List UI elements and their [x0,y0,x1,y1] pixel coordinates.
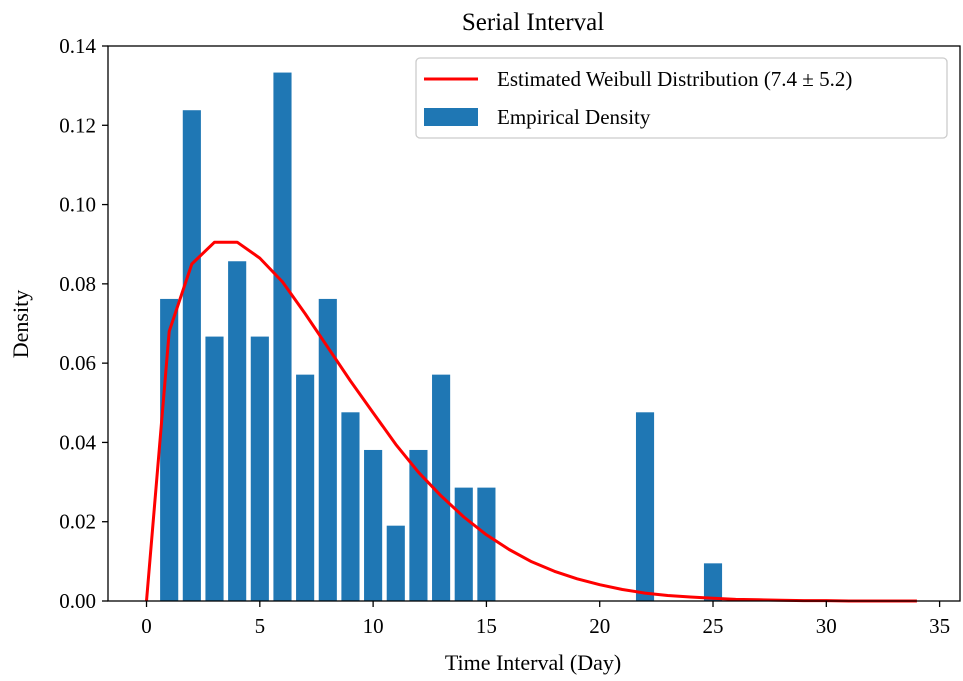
bar-day-6 [273,72,292,601]
bar-day-8 [318,298,337,601]
x-tick-label: 5 [255,614,266,638]
legend-line-label: Estimated Weibull Distribution (7.4 ± 5.… [497,67,852,91]
x-tick-label: 30 [816,614,837,638]
y-tick-label: 0.12 [59,113,96,137]
y-axis-label: Density [8,290,33,358]
x-tick-label: 35 [929,614,950,638]
bar-day-14 [454,487,473,601]
x-tick-label: 20 [589,614,610,638]
y-tick-label: 0.06 [59,351,96,375]
x-tick-label: 25 [703,614,724,638]
bar-day-15 [477,487,496,601]
y-tick-label: 0.10 [59,193,96,217]
y-tick-label: 0.00 [59,589,96,613]
legend-bar-label: Empirical Density [497,105,651,129]
x-axis-label: Time Interval (Day) [445,650,621,675]
bar-day-3 [205,336,224,601]
y-tick-label: 0.04 [59,430,96,454]
bar-day-9 [341,412,360,601]
plot-frame [107,45,961,602]
bar-day-13 [432,374,451,601]
legend: Estimated Weibull Distribution (7.4 ± 5.… [415,57,948,139]
x-tick-label: 0 [141,614,152,638]
legend-frame [415,57,948,139]
bar-day-2 [182,110,201,601]
x-tick-label: 10 [363,614,384,638]
bar-day-22 [635,412,655,601]
bar-day-7 [296,374,315,601]
bar-day-11 [386,525,405,601]
legend-bar-swatch [424,108,478,126]
y-tick-label: 0.14 [59,34,96,58]
weibull-curve [145,240,917,603]
y-tick-label: 0.02 [59,510,96,534]
chart-title: Serial Interval [462,9,604,36]
x-tick-label: 15 [476,614,497,638]
bar-day-10 [364,449,383,601]
y-tick-label: 0.08 [59,272,96,296]
bar-day-5 [250,336,269,601]
plot-area [145,72,917,603]
axes: 0 5 10 15 20 25 30 35 0.00 0.02 0.04 0.06 0.08 0.10 0.… [59,34,961,638]
bar-day-12 [409,449,428,601]
bar-day-4 [228,261,247,601]
bar-day-25 [703,563,723,601]
